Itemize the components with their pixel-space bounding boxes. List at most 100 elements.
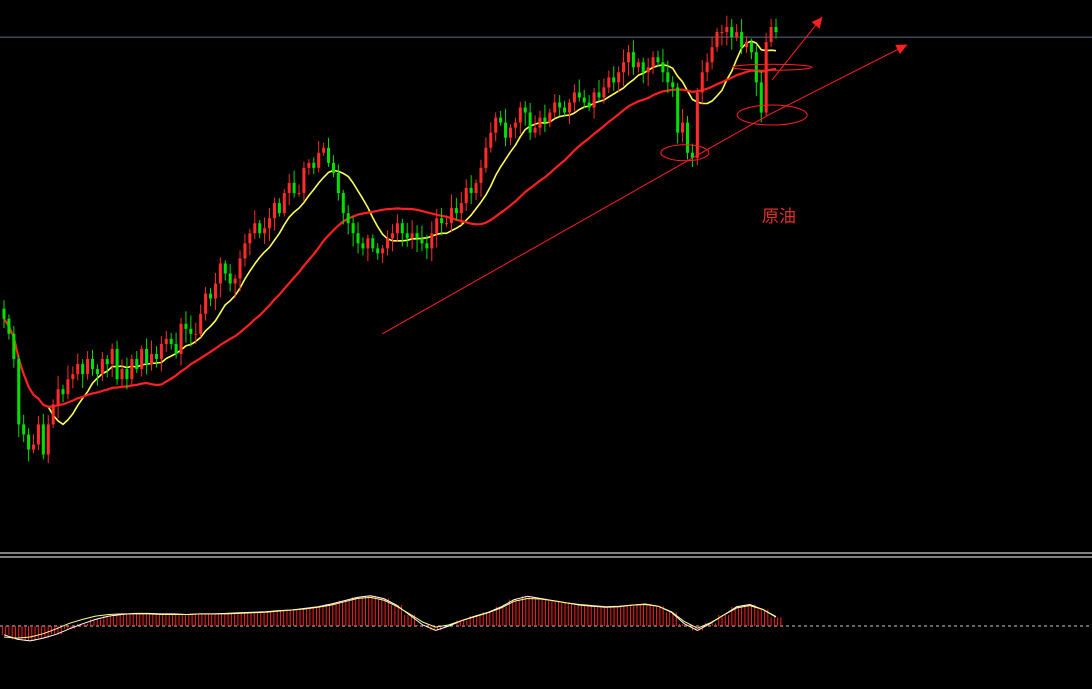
candle-body — [582, 97, 586, 103]
candle-body — [695, 92, 699, 158]
candle-body — [410, 233, 414, 239]
candle-body — [253, 223, 257, 234]
candle-body — [533, 127, 537, 133]
candle-body — [518, 107, 522, 123]
trend-arrow-head — [895, 44, 908, 55]
candle-body — [81, 364, 85, 375]
candle-body — [213, 283, 217, 299]
candle-body — [95, 369, 99, 375]
candle-body — [223, 263, 227, 274]
candle-body — [666, 72, 670, 83]
candle-body — [671, 82, 675, 88]
breakout-arrow-head — [811, 16, 823, 29]
moving-average-layer — [3, 40, 777, 426]
trend-line — [382, 114, 769, 335]
candle-body — [189, 328, 193, 334]
candle-body — [651, 57, 655, 68]
candle-body — [636, 62, 640, 68]
candle-body — [735, 32, 739, 38]
candle-body — [61, 389, 65, 395]
ma-long-line — [3, 67, 777, 408]
candle-body — [272, 203, 276, 219]
candle-body — [204, 293, 208, 314]
candle-body — [238, 258, 242, 279]
candle-body — [169, 338, 173, 344]
candle-body — [646, 67, 650, 73]
ma-short-line — [3, 40, 777, 426]
candle-body — [390, 233, 394, 239]
chart-annotation: 原油 — [762, 207, 796, 227]
candle-body — [356, 233, 360, 244]
candle-body — [248, 233, 252, 244]
candle-body — [287, 182, 291, 194]
candle-body — [66, 379, 70, 395]
candle-body — [130, 359, 134, 380]
candle-body — [228, 273, 232, 284]
trend-arrow — [768, 44, 908, 116]
candle-body — [744, 42, 749, 48]
candle-body — [233, 278, 237, 284]
candle-body — [297, 193, 301, 195]
candle-body — [31, 444, 36, 450]
candle-body — [749, 42, 753, 53]
candle-body — [7, 318, 11, 334]
candle-body — [179, 323, 183, 354]
candle-body — [76, 364, 80, 375]
candle-body — [759, 82, 763, 113]
candle-body — [631, 52, 635, 68]
candle-body — [523, 107, 527, 113]
candle-body — [292, 182, 296, 194]
candle-body — [346, 213, 350, 224]
candle-body — [430, 233, 434, 249]
candle-body — [445, 223, 449, 225]
candle-body — [327, 147, 331, 163]
candle-body — [494, 117, 498, 133]
candle-body — [764, 42, 768, 113]
candle-body — [351, 223, 355, 234]
candle-body — [577, 92, 581, 98]
candle-body — [617, 72, 621, 83]
candle-body — [174, 343, 178, 354]
candle-body — [56, 389, 60, 405]
candle-body — [612, 77, 616, 83]
candle-body — [12, 333, 16, 360]
support-ellipse — [736, 104, 808, 126]
candle-body — [641, 62, 645, 73]
candle-body — [459, 203, 463, 214]
candle-body — [725, 27, 729, 33]
candle-body — [371, 238, 375, 249]
candle-body — [27, 434, 31, 450]
candle-body — [120, 369, 124, 380]
candle-body — [140, 348, 144, 370]
candle-body — [513, 122, 517, 128]
candle-body — [90, 359, 95, 370]
candle-body — [208, 293, 213, 299]
candle-body — [51, 404, 55, 425]
candle-body — [622, 62, 626, 73]
candle-body — [302, 167, 306, 194]
breakout-arrow — [771, 16, 823, 81]
candle-body — [22, 424, 26, 435]
candle-body — [263, 228, 267, 234]
candle-body — [145, 348, 149, 365]
candle-body — [400, 223, 404, 234]
candle-body — [194, 333, 198, 335]
candle-body — [258, 223, 262, 234]
candle-body — [720, 32, 724, 34]
candle-body — [626, 52, 631, 63]
candle-body — [484, 147, 488, 168]
candle-body — [563, 107, 567, 113]
candle-body — [199, 313, 203, 334]
candle-body — [164, 338, 168, 344]
candle-body — [508, 127, 512, 138]
candle-body — [685, 122, 690, 153]
candle-body — [415, 233, 419, 239]
candle-body — [336, 172, 340, 194]
candle-body — [395, 223, 399, 234]
candle-body — [602, 87, 606, 98]
candle-body — [449, 208, 453, 224]
candle-body — [322, 147, 326, 153]
candle-body — [381, 248, 385, 254]
candle-body — [740, 32, 744, 48]
candle-body — [754, 52, 758, 83]
